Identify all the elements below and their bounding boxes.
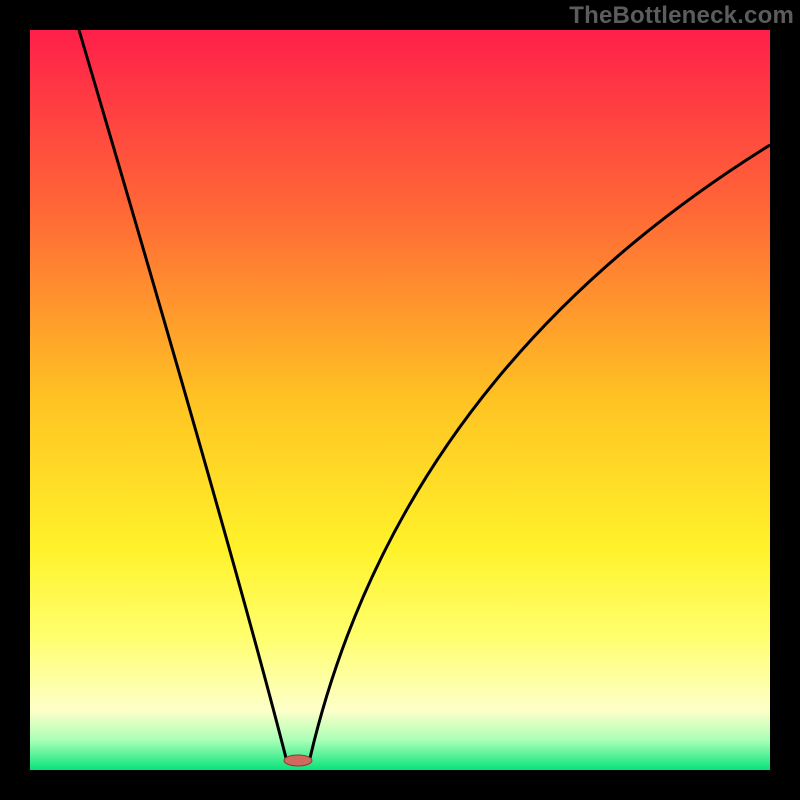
curve-right	[310, 145, 770, 758]
curve-layer	[30, 30, 770, 770]
canvas: TheBottleneck.com	[0, 0, 800, 800]
curve-left	[79, 30, 286, 758]
plot-area	[30, 30, 770, 770]
watermark-text: TheBottleneck.com	[569, 2, 794, 30]
minimum-marker	[284, 755, 312, 766]
